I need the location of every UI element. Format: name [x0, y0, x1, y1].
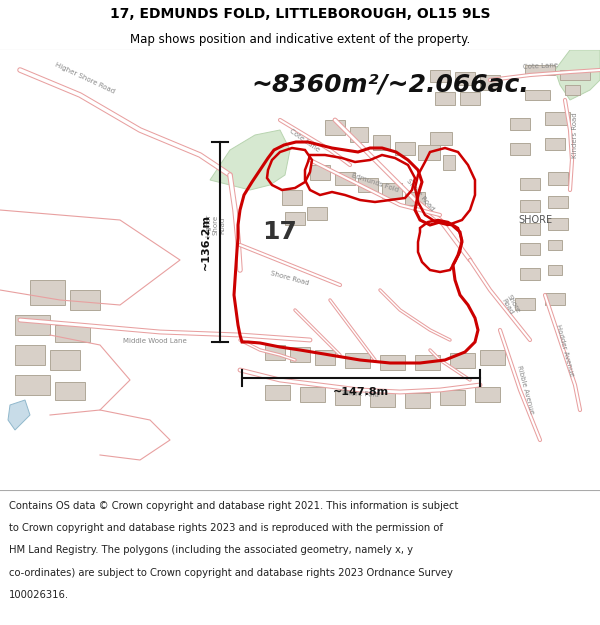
- Text: Hodder Avenue: Hodder Avenue: [555, 323, 575, 377]
- Polygon shape: [418, 145, 440, 160]
- Polygon shape: [285, 212, 305, 225]
- Polygon shape: [335, 172, 355, 185]
- Polygon shape: [50, 350, 80, 370]
- Polygon shape: [8, 400, 30, 430]
- Text: HM Land Registry. The polygons (including the associated geometry, namely x, y: HM Land Registry. The polygons (includin…: [9, 546, 413, 556]
- Polygon shape: [265, 385, 290, 400]
- Polygon shape: [548, 265, 562, 275]
- Polygon shape: [545, 138, 565, 150]
- Text: Cote Lane: Cote Lane: [289, 128, 321, 153]
- Polygon shape: [455, 72, 475, 85]
- Polygon shape: [545, 112, 570, 125]
- Text: Shore
Road: Shore Road: [499, 293, 521, 317]
- Polygon shape: [373, 135, 390, 150]
- Polygon shape: [358, 178, 378, 192]
- Polygon shape: [525, 65, 555, 75]
- Text: Higher Shore Road: Higher Shore Road: [54, 62, 116, 95]
- Polygon shape: [520, 178, 540, 190]
- Polygon shape: [307, 207, 327, 220]
- Polygon shape: [395, 142, 415, 155]
- Polygon shape: [440, 390, 465, 405]
- Text: Shore Fold: Shore Fold: [341, 390, 379, 398]
- Polygon shape: [265, 345, 285, 360]
- Polygon shape: [443, 155, 455, 170]
- Text: ~136.2m: ~136.2m: [201, 214, 211, 270]
- Polygon shape: [345, 353, 370, 368]
- Polygon shape: [315, 350, 335, 365]
- Text: to Crown copyright and database rights 2023 and is reproduced with the permissio: to Crown copyright and database rights 2…: [9, 523, 443, 533]
- Text: ~147.8m: ~147.8m: [333, 387, 389, 397]
- Polygon shape: [548, 240, 562, 250]
- Text: 17: 17: [263, 220, 298, 244]
- Text: Map shows position and indicative extent of the property.: Map shows position and indicative extent…: [130, 32, 470, 46]
- Polygon shape: [310, 165, 330, 180]
- Polygon shape: [405, 192, 425, 205]
- Polygon shape: [15, 375, 50, 395]
- Polygon shape: [520, 268, 540, 280]
- Polygon shape: [290, 347, 310, 362]
- Polygon shape: [520, 200, 540, 212]
- Polygon shape: [525, 90, 550, 100]
- Text: Higher
Shore
Road: Higher Shore Road: [205, 213, 225, 237]
- Polygon shape: [30, 280, 65, 305]
- Polygon shape: [370, 392, 395, 407]
- Polygon shape: [555, 50, 600, 100]
- Text: Shore Road: Shore Road: [405, 178, 435, 212]
- Polygon shape: [15, 315, 50, 335]
- Text: 17, EDMUNDS FOLD, LITTLEBOROUGH, OL15 9LS: 17, EDMUNDS FOLD, LITTLEBOROUGH, OL15 9L…: [110, 7, 490, 21]
- Polygon shape: [435, 92, 455, 105]
- Polygon shape: [480, 75, 500, 90]
- Text: Cote Lane: Cote Lane: [523, 62, 557, 70]
- Polygon shape: [350, 127, 368, 142]
- Polygon shape: [335, 390, 360, 405]
- Polygon shape: [460, 92, 480, 105]
- Polygon shape: [282, 190, 302, 205]
- Polygon shape: [15, 345, 45, 365]
- Polygon shape: [382, 183, 402, 198]
- Polygon shape: [70, 290, 100, 310]
- Polygon shape: [300, 387, 325, 402]
- Text: Ribble Avenue: Ribble Avenue: [515, 365, 535, 415]
- Polygon shape: [548, 196, 568, 208]
- Text: 100026316.: 100026316.: [9, 590, 69, 600]
- Polygon shape: [405, 393, 430, 408]
- Text: SHORE: SHORE: [518, 215, 552, 225]
- Polygon shape: [380, 355, 405, 370]
- Polygon shape: [450, 353, 475, 368]
- Polygon shape: [565, 85, 580, 95]
- Text: co-ordinates) are subject to Crown copyright and database rights 2023 Ordnance S: co-ordinates) are subject to Crown copyr…: [9, 568, 453, 578]
- Polygon shape: [545, 293, 565, 305]
- Polygon shape: [560, 70, 590, 80]
- Polygon shape: [510, 118, 530, 130]
- Polygon shape: [548, 172, 568, 185]
- Polygon shape: [548, 218, 568, 230]
- Polygon shape: [520, 223, 540, 235]
- Polygon shape: [515, 298, 535, 310]
- Polygon shape: [55, 382, 85, 400]
- Polygon shape: [430, 70, 450, 82]
- Polygon shape: [520, 243, 540, 255]
- Polygon shape: [475, 387, 500, 402]
- Text: Edmunds Fold: Edmunds Fold: [351, 172, 399, 193]
- Polygon shape: [55, 325, 90, 342]
- Text: Middle Wood Lane: Middle Wood Lane: [123, 338, 187, 344]
- Text: Kinders Road: Kinders Road: [572, 112, 578, 158]
- Polygon shape: [415, 355, 440, 370]
- Polygon shape: [480, 350, 505, 365]
- Text: ~8360m²/~2.066ac.: ~8360m²/~2.066ac.: [251, 73, 529, 97]
- Polygon shape: [430, 132, 452, 145]
- Polygon shape: [510, 143, 530, 155]
- Text: Shore Road: Shore Road: [270, 270, 310, 286]
- Polygon shape: [325, 120, 345, 135]
- Polygon shape: [210, 130, 290, 190]
- Text: Contains OS data © Crown copyright and database right 2021. This information is : Contains OS data © Crown copyright and d…: [9, 501, 458, 511]
